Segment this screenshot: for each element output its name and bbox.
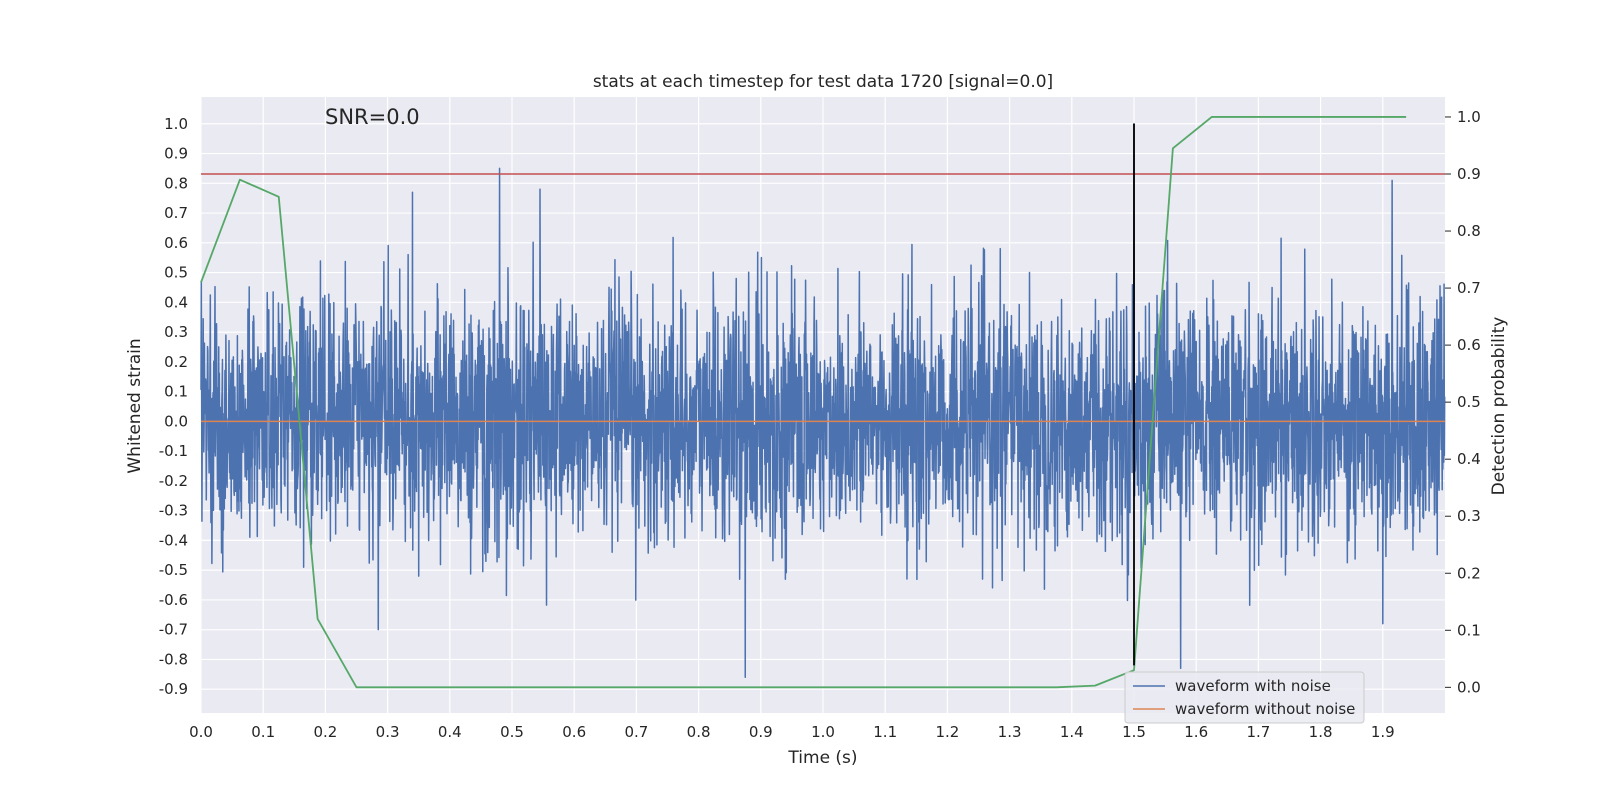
y-axis-right-ticks: 1.0 0.9 0.8 0.7 0.6 0.5 0.4 0.3 0.2 0.1 0.0 xyxy=(1445,108,1481,696)
y-right-tick-label: 1.0 xyxy=(1457,108,1481,126)
x-tick-label: 1.2 xyxy=(935,723,959,741)
chart-title: stats at each timestep for test data 172… xyxy=(593,72,1053,92)
x-tick-label: 0.7 xyxy=(624,723,648,741)
x-tick-label: 0.5 xyxy=(500,723,524,741)
x-tick-label: 1.9 xyxy=(1371,723,1395,741)
y-left-tick-label: -0.1 xyxy=(159,442,188,460)
x-tick-label: 1.7 xyxy=(1246,723,1270,741)
x-tick-label: 1.3 xyxy=(998,723,1022,741)
y-left-tick-label: 0.9 xyxy=(164,145,188,163)
y-left-tick-label: 0.1 xyxy=(164,383,188,401)
x-tick-label: 0.2 xyxy=(313,723,337,741)
x-axis-ticks: 0.0 0.1 0.2 0.3 0.4 0.5 0.6 0.7 0.8 0.9 1.0 1.1 1.2 1… xyxy=(189,723,1395,741)
y-right-tick-label: 0.4 xyxy=(1457,450,1481,468)
snr-annotation: SNR=0.0 xyxy=(325,105,420,129)
y-left-tick-label: -0.3 xyxy=(159,502,188,520)
series-waveform-with-noise xyxy=(200,123,1446,679)
y-left-tick-label: 0.0 xyxy=(164,412,188,430)
legend-label-clean: waveform without noise xyxy=(1175,700,1355,718)
x-tick-label: 0.0 xyxy=(189,723,213,741)
x-tick-label: 0.3 xyxy=(376,723,400,741)
y-right-tick-label: 0.2 xyxy=(1457,564,1481,582)
y-right-tick-label: 0.5 xyxy=(1457,393,1481,411)
y-right-tick-label: 0.0 xyxy=(1457,678,1481,696)
y-left-tick-label: -0.6 xyxy=(159,591,188,609)
y-axis-left-title: Whitened strain xyxy=(125,338,145,473)
y-left-tick-label: -0.2 xyxy=(159,472,188,490)
series-layer xyxy=(200,116,1446,689)
y-right-tick-label: 0.9 xyxy=(1457,165,1481,183)
x-axis-title: Time (s) xyxy=(787,748,857,768)
y-left-tick-label: 0.7 xyxy=(164,204,188,222)
y-left-tick-label: -0.7 xyxy=(159,621,188,639)
y-right-tick-label: 0.7 xyxy=(1457,279,1481,297)
y-left-tick-label: 0.6 xyxy=(164,234,188,252)
x-tick-label: 1.4 xyxy=(1060,723,1084,741)
y-left-tick-label: -0.5 xyxy=(159,561,188,579)
x-tick-label: 1.5 xyxy=(1122,723,1146,741)
y-left-tick-label: -0.4 xyxy=(159,531,188,549)
series-detection-probability xyxy=(200,116,1407,689)
legend-box xyxy=(1124,671,1365,724)
y-right-tick-label: 0.8 xyxy=(1457,222,1481,240)
x-tick-label: 0.1 xyxy=(251,723,275,741)
x-tick-label: 0.6 xyxy=(562,723,586,741)
legend-label-noise: waveform with noise xyxy=(1175,677,1331,695)
y-right-tick-label: 0.1 xyxy=(1457,621,1481,639)
y-right-tick-label: 0.3 xyxy=(1457,507,1481,525)
y-left-tick-label: 0.4 xyxy=(164,293,188,311)
x-tick-label: 0.4 xyxy=(438,723,462,741)
y-left-tick-label: -0.9 xyxy=(159,680,188,698)
x-tick-label: 1.8 xyxy=(1309,723,1333,741)
x-tick-label: 0.8 xyxy=(687,723,711,741)
x-tick-label: 1.6 xyxy=(1184,723,1208,741)
y-left-tick-label: 0.5 xyxy=(164,264,188,282)
x-tick-label: 0.9 xyxy=(749,723,773,741)
y-right-tick-label: 0.6 xyxy=(1457,336,1481,354)
y-axis-right-title: Detection probability xyxy=(1489,317,1509,496)
y-axis-left-ticks: 1.0 0.9 0.8 0.7 0.6 0.5 0.4 0.3 0.2 0.1 0.0 -0.1 -0.… xyxy=(159,115,188,698)
y-left-tick-label: 0.3 xyxy=(164,323,188,341)
y-left-tick-label: 0.8 xyxy=(164,174,188,192)
legend: waveform with noise waveform without noi… xyxy=(1124,671,1365,724)
y-left-tick-label: 1.0 xyxy=(164,115,188,133)
x-tick-label: 1.1 xyxy=(873,723,897,741)
y-left-tick-label: -0.8 xyxy=(159,650,188,668)
x-tick-label: 1.0 xyxy=(811,723,835,741)
y-left-tick-label: 0.2 xyxy=(164,353,188,371)
